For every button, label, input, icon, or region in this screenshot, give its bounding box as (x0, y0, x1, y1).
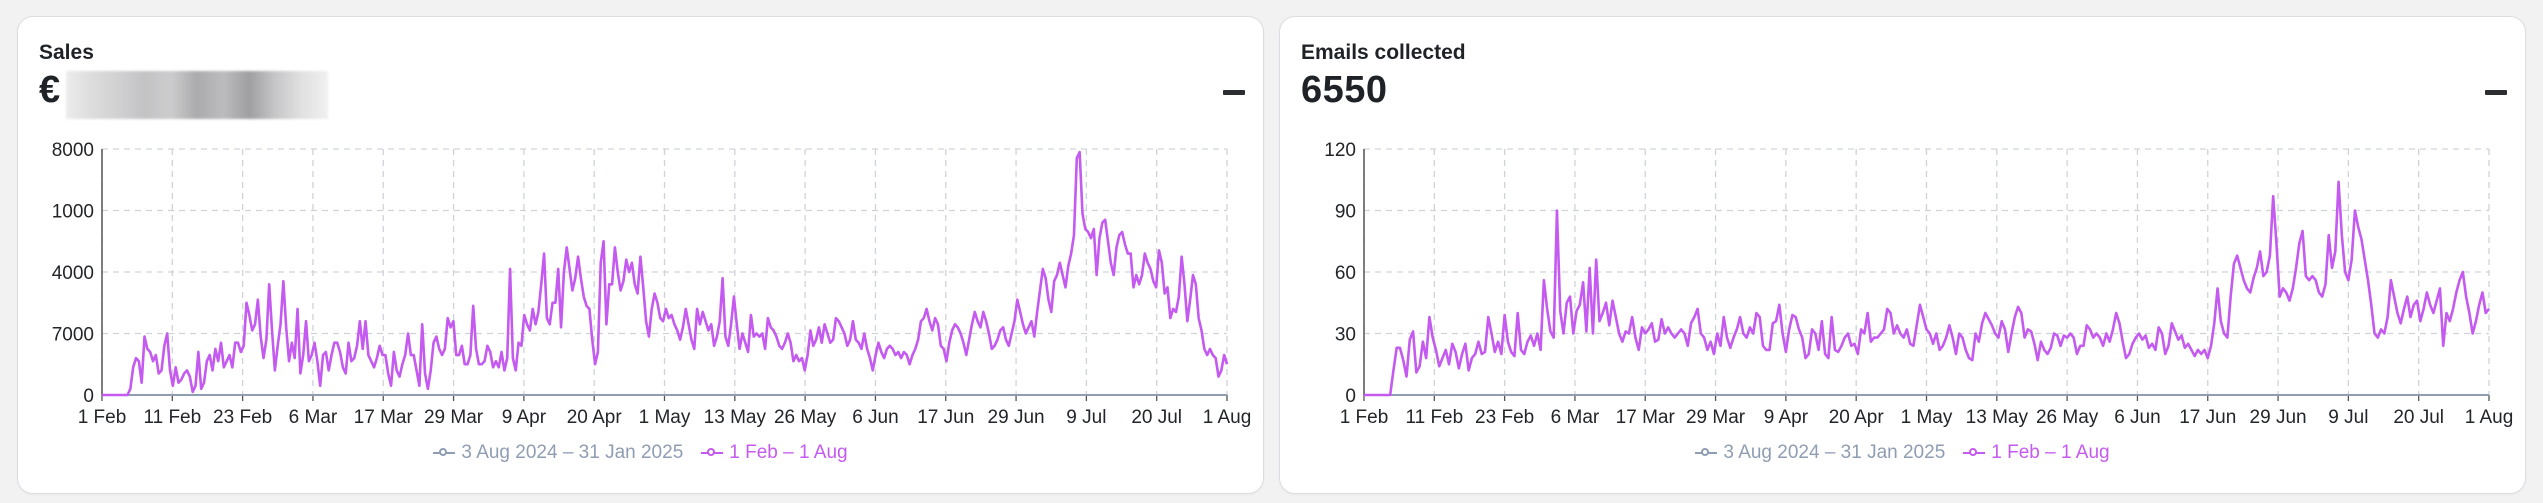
x-tick-label: 17 Jun (2179, 407, 2236, 428)
x-tick-label: 1 Aug (1203, 407, 1252, 428)
minus-icon[interactable] (2485, 90, 2507, 95)
card-value: € (39, 69, 61, 111)
legend-marker-icon (701, 447, 724, 459)
x-tick-label: 17 Mar (1616, 407, 1676, 428)
y-tick-label: 1000 (52, 202, 94, 223)
x-tick-label: 6 Mar (1551, 407, 1600, 428)
emails-chart: 0 30 60 90 120 1 Feb 11 Feb 23 Feb 6 Mar 17 Mar 29… (1324, 140, 2514, 428)
y-tick-label: 7000 (52, 325, 94, 346)
card-title: Sales (39, 41, 94, 64)
series-line-1 (1364, 180, 2491, 397)
legend-label: 3 Aug 2024 – 31 Jan 2025 (461, 442, 684, 463)
x-tick-label: 13 May (704, 407, 767, 428)
legend-item-1[interactable]: 1 Feb – 1 Aug (1963, 442, 2110, 464)
x-tick-label: 29 Mar (424, 407, 484, 428)
x-tick-label: 26 May (774, 407, 837, 428)
x-tick-label: 23 Feb (1475, 407, 1534, 428)
sales-card: Sales € 0 7000 4000 1000 8000 1 Feb 11 Feb 23 F… (17, 16, 1264, 494)
legend-item-0[interactable]: 3 Aug 2024 – 31 Jan 2025 (1695, 442, 1945, 464)
x-tick-label: 20 Apr (567, 407, 623, 428)
legend-marker-icon (433, 447, 456, 459)
series-line-1 (102, 150, 1229, 397)
x-tick-label: 6 Jun (2114, 407, 2160, 428)
x-tick-label: 9 Jul (1066, 407, 1106, 428)
legend-marker-icon (1695, 447, 1718, 459)
x-tick-label: 17 Mar (354, 407, 414, 428)
x-tick-label: 20 Jul (1131, 407, 1182, 428)
y-tick-label: 8000 (52, 140, 94, 161)
y-tick-label: 90 (1335, 202, 1356, 223)
blurred-value (66, 71, 328, 119)
y-tick-label: 30 (1335, 325, 1356, 346)
x-tick-label: 9 Apr (502, 407, 547, 428)
x-tick-label: 11 Feb (1405, 407, 1463, 428)
y-tick-label: 4000 (52, 263, 94, 284)
x-tick-label: 1 Feb (1340, 407, 1389, 428)
x-tick-label: 9 Jul (2328, 407, 2368, 428)
legend-label: 3 Aug 2024 – 31 Jan 2025 (1723, 442, 1946, 463)
emails-card: Emails collected 6550 0 30 60 90 120 1 Feb 11 … (1279, 16, 2526, 494)
y-tick-label: 60 (1335, 263, 1356, 284)
sales-chart: 0 7000 4000 1000 8000 1 Feb 11 Feb 23 Feb 6 Mar 1… (52, 140, 1252, 428)
x-tick-label: 29 Mar (1686, 407, 1746, 428)
x-tick-label: 13 May (1966, 407, 2029, 428)
x-tick-label: 29 Jun (988, 407, 1045, 428)
x-tick-label: 20 Jul (2393, 407, 2444, 428)
card-value: 6550 (1301, 69, 1388, 111)
x-tick-label: 11 Feb (143, 407, 201, 428)
y-tick-label: 0 (83, 386, 94, 407)
chart-legend: 3 Aug 2024 – 31 Jan 2025 1 Feb – 1 Aug (1280, 442, 2525, 464)
x-tick-label: 20 Apr (1829, 407, 1885, 428)
x-tick-label: 9 Apr (1764, 407, 1809, 428)
x-tick-label: 23 Feb (213, 407, 272, 428)
y-tick-label: 0 (1345, 386, 1356, 407)
x-tick-label: 17 Jun (917, 407, 974, 428)
x-tick-label: 29 Jun (2250, 407, 2307, 428)
x-tick-label: 1 May (1901, 407, 1953, 428)
x-tick-label: 1 Feb (78, 407, 127, 428)
x-tick-label: 26 May (2036, 407, 2099, 428)
y-tick-label: 120 (1324, 140, 1356, 161)
x-tick-label: 6 Mar (289, 407, 338, 428)
card-title: Emails collected (1301, 41, 1466, 64)
minus-icon[interactable] (1223, 90, 1245, 95)
legend-label: 1 Feb – 1 Aug (1991, 442, 2110, 463)
legend-label: 1 Feb – 1 Aug (729, 442, 848, 463)
x-tick-label: 1 May (639, 407, 691, 428)
legend-marker-icon (1963, 447, 1986, 459)
chart-legend: 3 Aug 2024 – 31 Jan 2025 1 Feb – 1 Aug (18, 442, 1263, 464)
x-tick-label: 1 Aug (2465, 407, 2514, 428)
legend-item-0[interactable]: 3 Aug 2024 – 31 Jan 2025 (433, 442, 683, 464)
x-tick-label: 6 Jun (852, 407, 898, 428)
legend-item-1[interactable]: 1 Feb – 1 Aug (701, 442, 848, 464)
